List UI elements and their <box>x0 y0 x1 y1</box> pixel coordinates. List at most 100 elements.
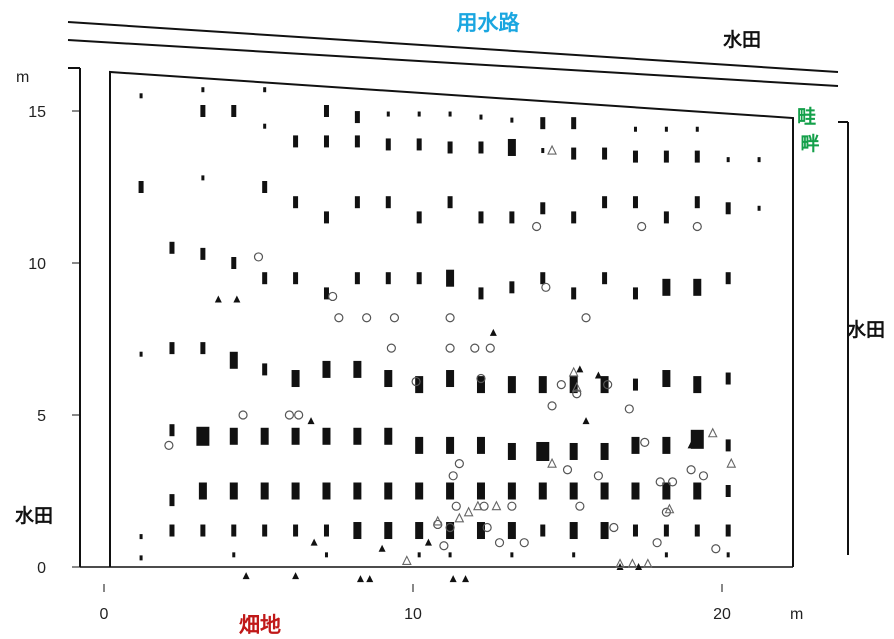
open-circle-mark <box>284 410 294 420</box>
open-circle-mark <box>624 404 634 414</box>
open-circle-mark <box>541 282 551 292</box>
filled-triangle-mark <box>616 563 624 570</box>
open-circle-mark <box>386 343 396 353</box>
bar-mark <box>231 524 237 537</box>
bar-mark <box>571 211 577 224</box>
bar-mark <box>353 427 362 445</box>
bar-mark <box>447 196 453 209</box>
open-triangle-mark <box>547 457 557 468</box>
canal-line-1 <box>67 21 839 73</box>
bar-mark <box>229 482 238 500</box>
bar-mark <box>169 241 175 254</box>
bar-mark <box>293 524 299 537</box>
bar-mark <box>384 522 393 540</box>
bar-mark <box>569 522 578 540</box>
bar-mark <box>478 287 484 300</box>
open-circle-mark <box>637 221 647 232</box>
bar-mark <box>139 555 143 561</box>
open-circle-mark <box>547 401 557 411</box>
bar-mark <box>323 524 329 537</box>
open-triangle-mark <box>547 144 557 155</box>
bar-mark <box>693 376 702 394</box>
paddy-label-right: 水田 <box>847 319 885 341</box>
bar-mark <box>600 376 609 394</box>
open-circle-mark <box>411 376 421 387</box>
bar-mark <box>201 87 205 93</box>
bar-mark <box>540 272 546 285</box>
bar-mark <box>725 485 731 497</box>
y-tick-label: 10 <box>28 256 46 273</box>
open-circle-mark <box>448 471 458 481</box>
bar-mark <box>353 360 362 378</box>
bar-mark <box>693 482 702 500</box>
bar-mark <box>690 429 704 449</box>
open-triangle-mark <box>568 366 579 377</box>
bar-mark <box>602 196 608 209</box>
y-tick-label: 5 <box>37 408 46 425</box>
bar-mark <box>416 211 422 224</box>
bar-mark <box>725 202 731 215</box>
bar-mark <box>446 482 455 500</box>
bar-mark <box>632 524 638 537</box>
bar-mark <box>232 552 236 558</box>
bar-mark <box>354 272 360 285</box>
bar-mark <box>479 114 483 120</box>
open-circle-mark <box>692 221 702 232</box>
open-triangle-mark <box>615 558 625 569</box>
bar-mark <box>726 552 730 558</box>
open-triangle-mark <box>627 558 638 569</box>
open-circle-mark <box>711 544 721 554</box>
bar-mark <box>664 126 668 132</box>
bar-mark <box>569 376 578 394</box>
bar-mark <box>478 211 484 224</box>
open-circle-mark <box>485 343 495 353</box>
open-circle-mark <box>445 313 455 323</box>
bar-mark <box>571 147 577 160</box>
paddy-label-left: 水田 <box>15 505 53 527</box>
open-circle-mark <box>445 522 455 533</box>
bar-mark <box>138 181 144 193</box>
bar-mark <box>510 552 514 558</box>
bar-mark <box>663 150 669 163</box>
filled-triangle-mark <box>310 538 318 546</box>
bar-mark <box>633 126 637 132</box>
bar-mark <box>262 181 268 193</box>
open-circle-mark <box>362 313 372 323</box>
bar-mark <box>507 376 516 394</box>
bar-mark <box>262 272 268 285</box>
bar-mark <box>662 370 671 388</box>
open-triangle-mark <box>726 457 737 468</box>
bar-mark <box>509 281 515 294</box>
filled-triangle-mark <box>449 575 457 583</box>
open-triangle-mark <box>571 381 582 392</box>
bar-mark <box>260 427 269 445</box>
canal-line-2 <box>67 39 839 87</box>
data-marks <box>138 87 761 583</box>
open-circle-mark <box>519 538 529 548</box>
bar-mark <box>196 426 210 446</box>
bar-mark <box>448 552 452 558</box>
filled-triangle-mark <box>635 563 643 570</box>
bar-mark <box>602 147 608 160</box>
bar-mark <box>353 522 362 540</box>
bar-mark <box>572 552 576 558</box>
open-circle-mark <box>698 471 709 481</box>
levee-label-char-2: 畔 <box>800 132 819 155</box>
bar-mark <box>354 196 360 209</box>
open-circle-mark <box>328 291 338 302</box>
open-circle-mark <box>572 389 582 399</box>
bar-mark <box>600 522 609 540</box>
bar-mark <box>663 524 669 537</box>
filled-triangle-mark <box>214 295 222 303</box>
bar-mark <box>571 287 577 300</box>
bar-mark <box>694 150 700 163</box>
bar-mark <box>291 370 300 388</box>
bar-mark <box>415 482 424 500</box>
open-circle-mark <box>507 501 517 511</box>
open-circle-mark <box>454 459 464 469</box>
bar-mark <box>415 436 424 454</box>
x-tick-label: 0 <box>100 606 109 623</box>
open-triangle-mark <box>491 500 502 511</box>
bar-mark <box>386 111 390 117</box>
bar-mark <box>538 482 547 500</box>
